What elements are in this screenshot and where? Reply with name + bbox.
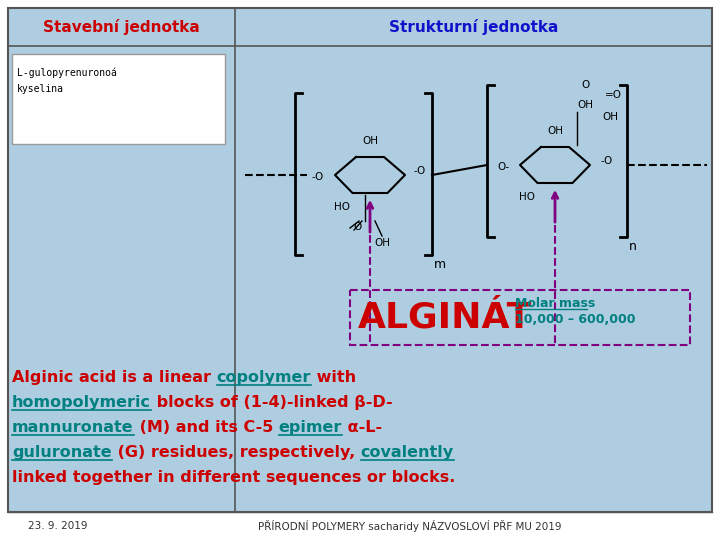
Bar — [12, 54, 225, 144]
Text: OH: OH — [362, 136, 378, 146]
Text: O: O — [354, 222, 362, 232]
Text: Strukturní jednotka: Strukturní jednotka — [389, 19, 558, 35]
Text: O: O — [581, 80, 589, 90]
Text: 23. 9. 2019: 23. 9. 2019 — [28, 521, 88, 531]
Text: copolymer: copolymer — [217, 370, 311, 385]
Text: Alginic acid is a linear: Alginic acid is a linear — [12, 370, 217, 385]
Text: homopolymeric: homopolymeric — [12, 395, 151, 410]
Text: OH: OH — [374, 238, 390, 248]
Text: -O: -O — [414, 166, 426, 176]
Text: -O: -O — [312, 172, 324, 182]
Text: HO: HO — [519, 192, 535, 202]
Text: -O: -O — [601, 156, 613, 166]
Text: PŘÍRODNÍ POLYMERY sacharidy NÁZVOSLOVÍ PŘF MU 2019: PŘÍRODNÍ POLYMERY sacharidy NÁZVOSLOVÍ P… — [258, 520, 562, 532]
Text: guluronate: guluronate — [12, 445, 112, 460]
Text: (G) residues, respectively,: (G) residues, respectively, — [112, 445, 361, 460]
Text: n: n — [629, 240, 637, 253]
Text: m: m — [434, 258, 446, 271]
Text: mannuronate: mannuronate — [12, 420, 134, 435]
Text: linked together in different sequences or blocks.: linked together in different sequences o… — [12, 470, 455, 485]
Text: blocks of (1-4)-linked β-D-: blocks of (1-4)-linked β-D- — [151, 395, 392, 410]
Text: Molar mass: Molar mass — [515, 297, 595, 310]
Text: kyselina: kyselina — [17, 84, 64, 94]
Text: OH: OH — [602, 112, 618, 122]
Text: Stavební jednotka: Stavební jednotka — [43, 19, 200, 35]
Text: O-: O- — [497, 162, 509, 172]
Text: covalently: covalently — [361, 445, 454, 460]
Text: epimer: epimer — [279, 420, 342, 435]
Text: (M) and its C-5: (M) and its C-5 — [134, 420, 279, 435]
Text: L-gulopyrenuronoá: L-gulopyrenuronoá — [17, 68, 117, 78]
Text: α-L-: α-L- — [342, 420, 382, 435]
Text: ALGINÁT: ALGINÁT — [358, 300, 532, 334]
Text: OH: OH — [577, 100, 593, 110]
Text: 10,000 – 600,000: 10,000 – 600,000 — [515, 313, 636, 326]
Text: =O: =O — [605, 90, 621, 100]
Text: OH: OH — [547, 126, 563, 136]
Bar — [350, 290, 690, 345]
Text: HO: HO — [334, 202, 350, 212]
Text: with: with — [311, 370, 356, 385]
